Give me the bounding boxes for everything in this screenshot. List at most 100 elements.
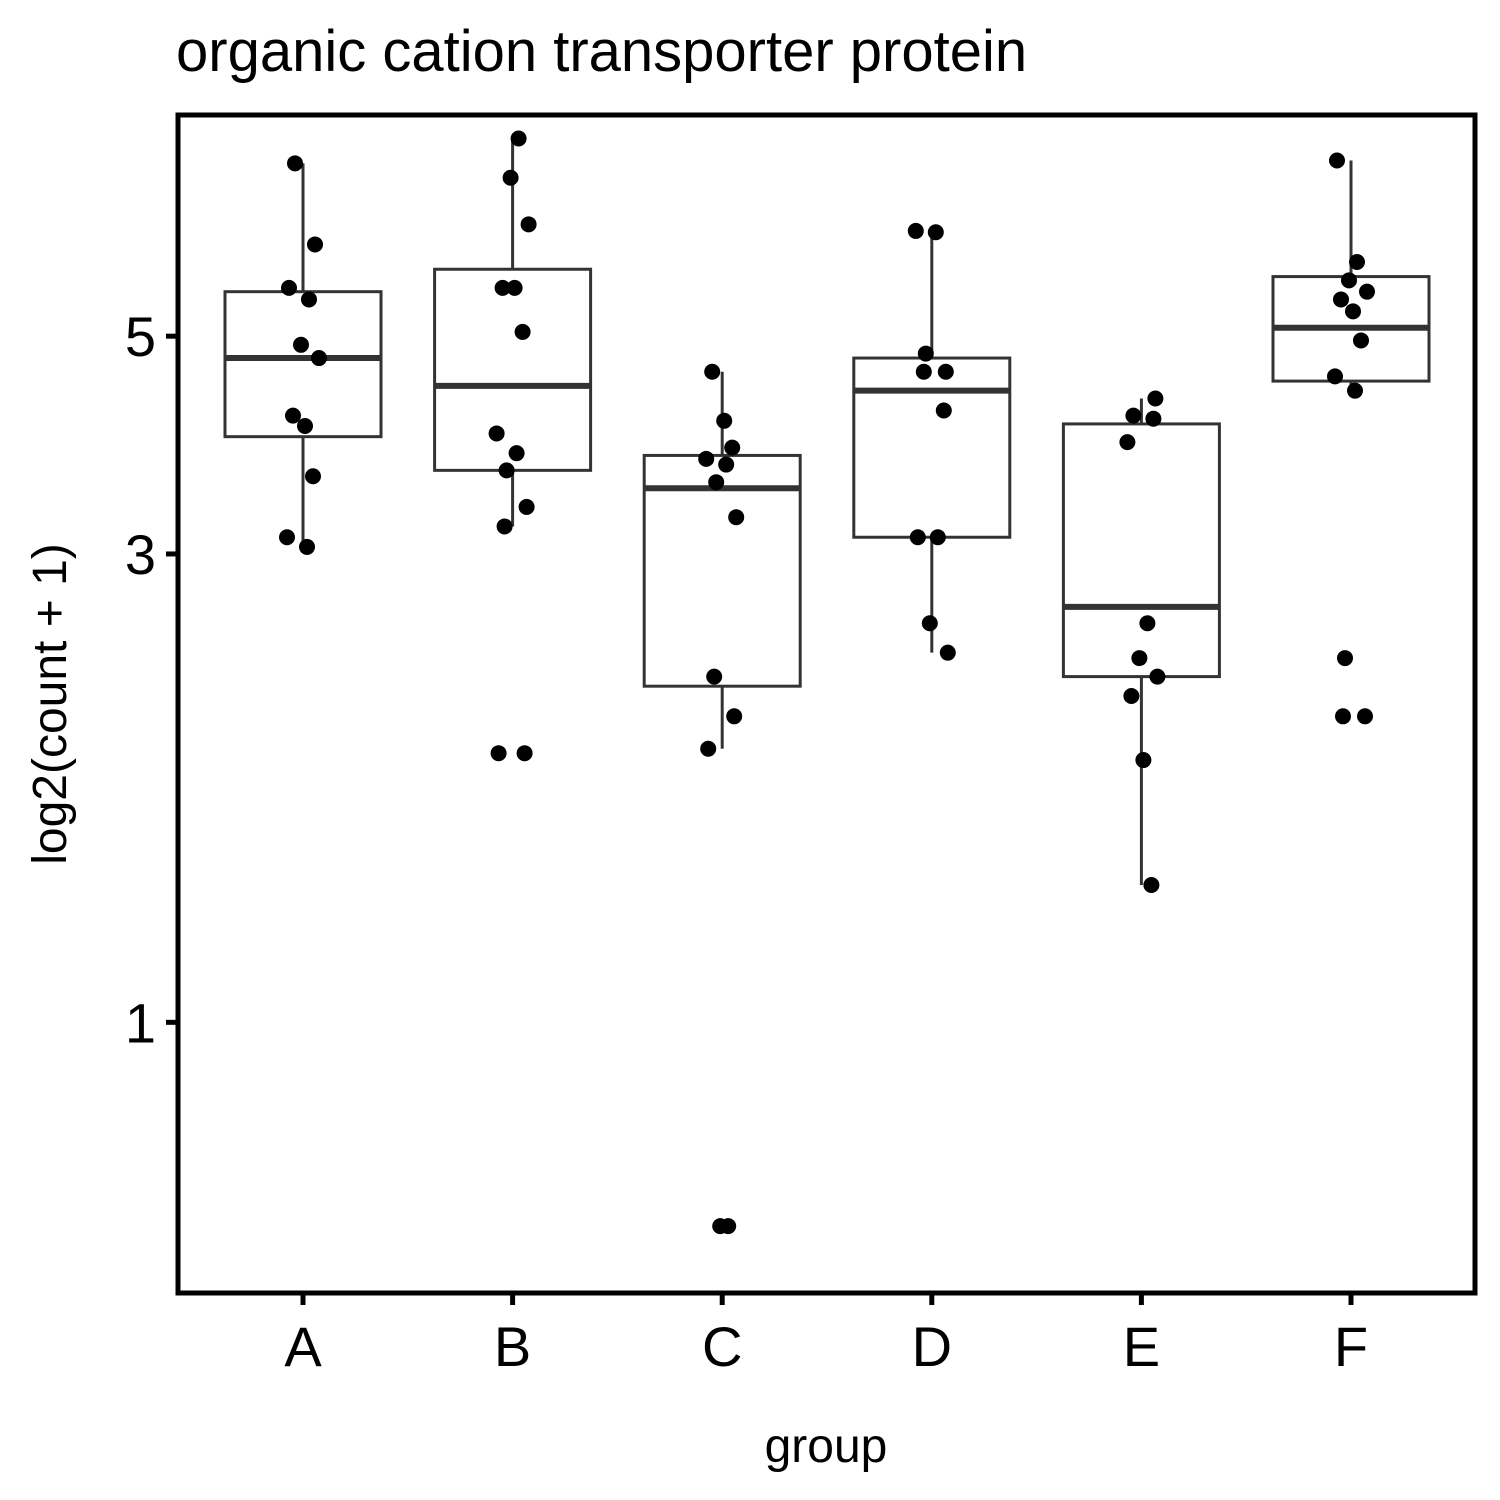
data-point [1143, 877, 1160, 894]
data-point [939, 644, 956, 661]
x-tick-label: E [1123, 1315, 1160, 1378]
data-point [907, 222, 924, 239]
data-point [1341, 272, 1357, 289]
points-D [907, 222, 956, 661]
data-point [1345, 303, 1361, 320]
data-point [1353, 332, 1369, 349]
data-point [1131, 650, 1148, 667]
data-point [915, 363, 932, 380]
data-point [1123, 687, 1140, 704]
x-tick-label: F [1334, 1315, 1368, 1378]
iqr-box [433, 267, 593, 472]
data-point [1139, 615, 1156, 632]
data-point [700, 740, 717, 757]
x-tick-label: D [912, 1315, 952, 1378]
data-point [490, 745, 507, 762]
data-point [1135, 752, 1152, 769]
boxplot-F [1271, 160, 1431, 394]
x-axis: A B C D E F [284, 1293, 1368, 1378]
iqr-box [1061, 422, 1221, 679]
data-point [708, 474, 725, 491]
data-point [728, 509, 745, 526]
data-point [724, 439, 741, 456]
data-point [716, 412, 733, 429]
data-point [935, 402, 952, 419]
data-point [1359, 283, 1375, 300]
data-point [1333, 291, 1349, 308]
data-point [929, 529, 946, 546]
y-tick-label: 3 [125, 523, 156, 586]
data-point [1329, 152, 1345, 169]
data-point [1327, 368, 1343, 385]
data-point [927, 224, 944, 241]
data-point [502, 169, 519, 186]
data-point [514, 323, 531, 340]
data-point [279, 529, 295, 546]
data-point [516, 745, 533, 762]
data-point [307, 236, 323, 253]
data-point [508, 445, 525, 462]
data-point [1119, 434, 1136, 451]
boxplot-D [852, 230, 1012, 653]
data-point [698, 450, 715, 467]
data-point [506, 279, 523, 296]
data-point [287, 155, 303, 172]
y-axis-title: log2(count + 1) [24, 543, 77, 865]
data-point [1125, 407, 1142, 424]
iqr-box [852, 356, 1012, 539]
points-A [279, 155, 327, 555]
data-point [494, 279, 511, 296]
data-point [301, 291, 317, 308]
points-layer [279, 130, 1375, 1235]
data-point [297, 418, 313, 435]
data-point [1149, 668, 1166, 685]
data-point [937, 363, 954, 380]
data-point [518, 498, 535, 515]
data-point [1347, 382, 1363, 399]
boxplot-A [223, 163, 383, 543]
data-point [917, 345, 934, 362]
data-point [909, 529, 926, 546]
points-F [1327, 152, 1375, 725]
data-point [1357, 708, 1373, 725]
points-E [1119, 390, 1166, 894]
plot-panel-border [175, 112, 1478, 1296]
data-point [293, 336, 309, 353]
points-B [488, 130, 537, 762]
points-C [698, 363, 745, 1235]
data-point [704, 363, 721, 380]
data-point [921, 615, 938, 632]
data-point [311, 350, 327, 367]
data-point [496, 518, 513, 535]
boxplot-B [433, 138, 593, 527]
data-point [1349, 254, 1365, 271]
data-point [712, 1218, 729, 1235]
x-tick-label: C [702, 1315, 742, 1378]
data-point [1337, 650, 1353, 667]
y-tick-label: 1 [125, 991, 156, 1054]
data-point [488, 425, 505, 442]
data-point [706, 668, 723, 685]
data-point [281, 279, 297, 296]
chart-title: organic cation transporter protein [176, 19, 1028, 84]
data-point [718, 456, 735, 473]
x-axis-title: group [765, 1420, 888, 1473]
y-axis: 1 3 5 [125, 305, 178, 1054]
x-tick-label: A [284, 1315, 322, 1378]
data-point [299, 538, 315, 555]
data-point [726, 708, 743, 725]
data-point [510, 130, 527, 147]
y-tick-label: 5 [125, 305, 156, 368]
boxplot-E [1061, 398, 1221, 886]
data-point [1145, 410, 1162, 427]
data-point [285, 407, 301, 424]
iqr-box [223, 290, 383, 439]
data-point [498, 462, 515, 479]
x-tick-label: B [494, 1315, 531, 1378]
data-point [305, 468, 321, 485]
data-point [1335, 708, 1351, 725]
iqr-box [642, 453, 802, 688]
data-point [1147, 390, 1164, 407]
data-point [520, 216, 537, 233]
